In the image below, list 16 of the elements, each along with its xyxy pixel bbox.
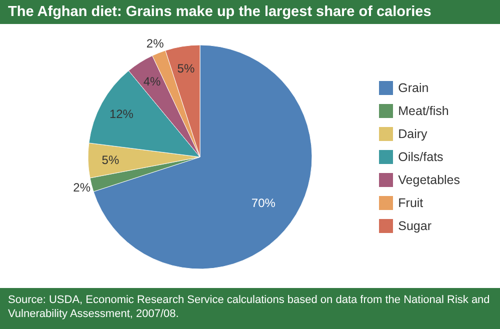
- legend-label: Dairy: [398, 126, 428, 143]
- legend-label: Oils/fats: [398, 148, 444, 166]
- source-note: Source: USDA, Economic Research Service calculations based on data from the National Risk and Vulnerability Assessment, 2007/08.: [8, 293, 491, 321]
- legend-label: Fruit: [398, 194, 424, 212]
- data-label: 2%: [73, 180, 91, 194]
- data-label: 2%: [146, 36, 164, 51]
- legend-label: Sugar: [398, 218, 432, 235]
- data-label: 5%: [177, 62, 195, 76]
- data-label: 4%: [143, 74, 161, 88]
- data-label: 12%: [109, 106, 134, 121]
- data-label: 5%: [102, 152, 120, 167]
- chart-title: The Afghan diet: Grains make up the largest share of calories: [0, 0, 500, 24]
- legend-label: Vegetables: [398, 172, 460, 189]
- legend-label: Grain: [398, 80, 429, 96]
- data-label: 70%: [251, 196, 276, 210]
- legend-label: Meat/fish: [398, 102, 449, 120]
